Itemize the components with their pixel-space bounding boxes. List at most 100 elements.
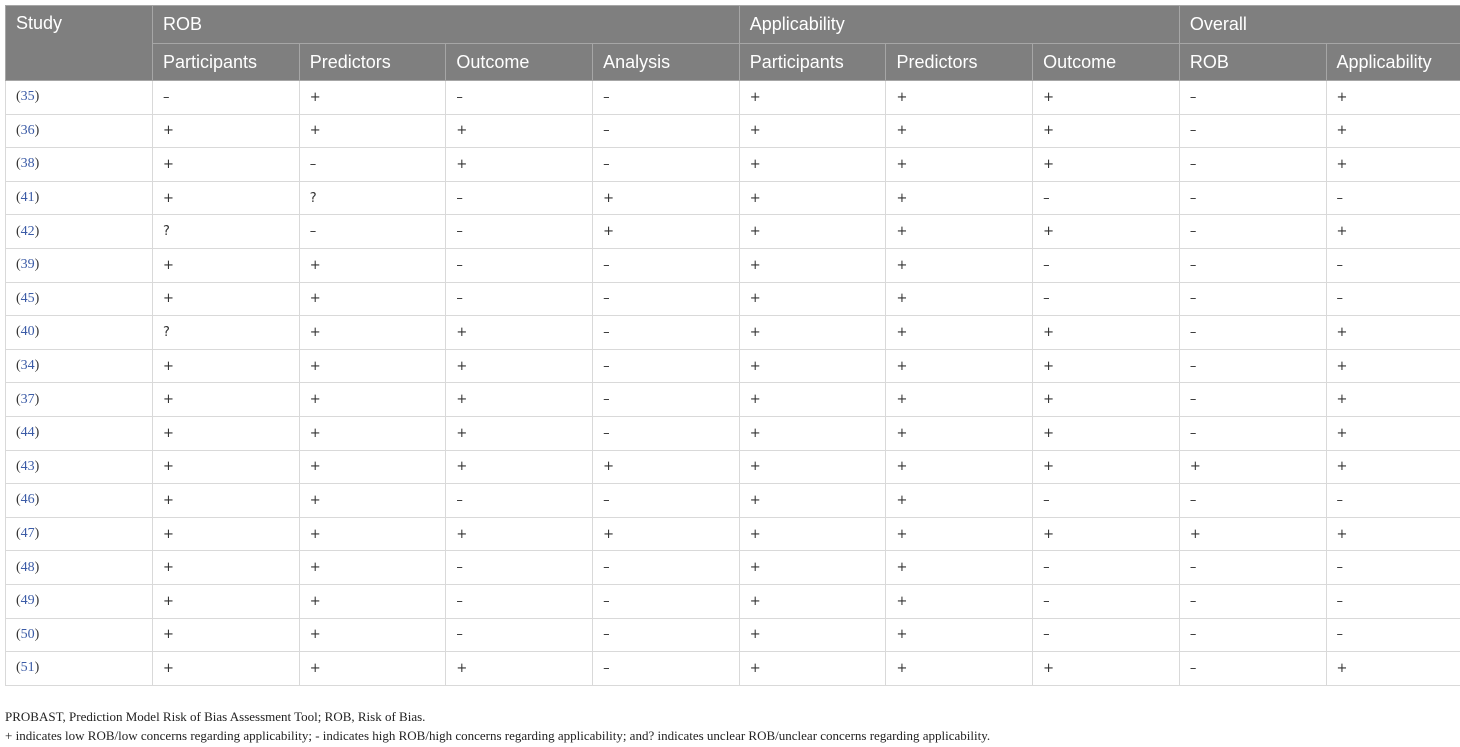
- rating-cell: +: [445, 415, 594, 451]
- rating-cell: –: [1032, 247, 1180, 283]
- rating-cell: +: [592, 516, 740, 552]
- subcolumn-header: Participants: [152, 43, 300, 81]
- rating-cell: +: [738, 247, 887, 283]
- rating-cell: +: [445, 449, 594, 485]
- rating-cell: +: [738, 348, 887, 384]
- study-cell: (51): [5, 651, 153, 686]
- reference-link[interactable]: 39: [20, 257, 35, 273]
- rating-cell: +: [298, 516, 447, 552]
- rating-cell: +: [1032, 651, 1180, 686]
- rating-cell: +: [298, 550, 447, 585]
- rating-cell: +: [1325, 651, 1460, 686]
- rating-cell: +: [1178, 449, 1327, 485]
- rating-cell: –: [592, 483, 740, 518]
- study-cell: (42): [5, 214, 153, 249]
- rating-cell: +: [298, 247, 447, 283]
- rating-cell: +: [152, 147, 300, 182]
- table-row: (41) +? – + + + – – –: [5, 180, 1460, 216]
- reference-link[interactable]: 49: [20, 593, 35, 609]
- rating-cell: +: [885, 281, 1034, 317]
- study-cell: (39): [5, 247, 153, 283]
- rating-cell: +: [738, 617, 887, 653]
- table-row: (39) + + – – + + – – –: [5, 247, 1460, 283]
- rating-cell: –: [592, 281, 740, 317]
- rating-cell: +: [298, 348, 447, 384]
- reference-link[interactable]: 36: [20, 122, 35, 138]
- study-cell: (36): [5, 113, 153, 149]
- rating-cell: –: [445, 483, 594, 518]
- rating-cell: +: [885, 382, 1034, 417]
- reference-link[interactable]: 48: [20, 559, 35, 575]
- probast-table: Study ROB Applicability Overall Particip…: [5, 5, 1460, 686]
- reference-link[interactable]: 44: [20, 425, 35, 441]
- study-cell: (43): [5, 449, 153, 485]
- rating-cell: –: [1178, 483, 1327, 518]
- rating-cell: +: [298, 415, 447, 451]
- rating-cell: +: [885, 113, 1034, 149]
- rating-cell: +: [1032, 147, 1180, 182]
- reference-link[interactable]: 38: [20, 156, 35, 172]
- rating-cell: –: [1178, 180, 1327, 216]
- rating-cell: +: [298, 483, 447, 518]
- rating-cell: +: [738, 550, 887, 585]
- rating-cell: +: [1325, 449, 1460, 485]
- reference-link[interactable]: 46: [20, 492, 35, 508]
- rating-cell: +: [1032, 382, 1180, 417]
- reference-link[interactable]: 51: [20, 660, 35, 676]
- rating-cell: +: [885, 550, 1034, 585]
- rating-cell: +: [1325, 214, 1460, 249]
- reference-link[interactable]: 47: [20, 526, 35, 542]
- subcolumn-header: Outcome: [1032, 43, 1180, 81]
- reference-link[interactable]: 35: [20, 89, 35, 105]
- reference-link[interactable]: 43: [20, 458, 35, 474]
- rating-cell: –: [592, 80, 740, 115]
- study-cell: (46): [5, 483, 153, 518]
- rating-cell: –: [1032, 483, 1180, 518]
- reference-link[interactable]: 41: [20, 190, 35, 206]
- rating-cell: +: [738, 449, 887, 485]
- rating-cell: +: [738, 147, 887, 182]
- reference-link[interactable]: 34: [20, 358, 35, 374]
- table-row: (37) + + + – + + + – +: [5, 382, 1460, 417]
- rating-cell: –: [1178, 281, 1327, 317]
- rating-cell: +: [445, 382, 594, 417]
- reference-link[interactable]: 37: [20, 391, 35, 407]
- rating-cell: +: [592, 449, 740, 485]
- table-row: (49) + + – – + + – – –: [5, 583, 1460, 619]
- rating-cell: +: [885, 415, 1034, 451]
- reference-link[interactable]: 40: [20, 324, 35, 340]
- table-header: Study ROB Applicability Overall Particip…: [5, 5, 1460, 81]
- table-row: (40)? + + – + + + – +: [5, 315, 1460, 350]
- rating-cell: +: [1032, 348, 1180, 384]
- rating-cell: –: [1325, 550, 1460, 585]
- rating-cell: +: [885, 483, 1034, 518]
- rating-cell: +: [152, 449, 300, 485]
- rating-cell: –: [1178, 214, 1327, 249]
- table-row: (51) + + + – + + + – +: [5, 651, 1460, 686]
- rating-cell: +: [885, 214, 1034, 249]
- rating-cell: +: [1032, 315, 1180, 350]
- rating-cell: +: [1032, 449, 1180, 485]
- reference-link[interactable]: 42: [20, 223, 35, 239]
- reference-link[interactable]: 45: [20, 290, 35, 306]
- rating-cell: –: [1325, 583, 1460, 619]
- rating-cell: –: [592, 617, 740, 653]
- subcolumn-header: Analysis: [592, 43, 740, 81]
- rating-cell: –: [152, 80, 300, 115]
- study-cell: (38): [5, 147, 153, 182]
- rating-cell: –: [445, 180, 594, 216]
- rating-cell: +: [298, 617, 447, 653]
- rating-cell: –: [445, 617, 594, 653]
- rating-cell: +: [738, 483, 887, 518]
- subcolumn-header: Participants: [738, 43, 887, 81]
- rating-cell: +: [152, 483, 300, 518]
- rating-cell: –: [1178, 147, 1327, 182]
- rating-cell: +: [445, 315, 594, 350]
- rating-cell: +: [738, 516, 887, 552]
- rating-cell: +: [298, 651, 447, 686]
- rating-cell: +: [738, 80, 887, 115]
- rating-cell: +: [152, 415, 300, 451]
- rating-cell: +: [152, 516, 300, 552]
- reference-link[interactable]: 50: [20, 626, 35, 642]
- rating-cell: ?: [152, 214, 300, 249]
